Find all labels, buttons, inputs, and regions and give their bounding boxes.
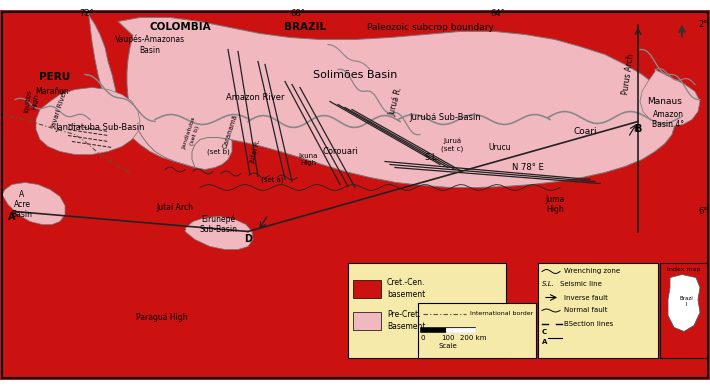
Text: Jandiatuba
(set b): Jandiatuba (set b) <box>182 117 202 152</box>
Text: Ixuna
High: Ixuna High <box>298 153 317 166</box>
Text: 64°: 64° <box>491 9 506 18</box>
Polygon shape <box>85 9 232 170</box>
Text: 68°: 68° <box>290 9 305 18</box>
Text: 0: 0 <box>421 335 425 340</box>
Bar <box>538 263 658 357</box>
Text: Juruá
(set c): Juruá (set c) <box>441 137 463 151</box>
Text: Pre-Cret.
Basement: Pre-Cret. Basement <box>387 310 425 331</box>
Text: Coari: Coari <box>573 127 597 136</box>
Text: Amazon River: Amazon River <box>226 93 284 102</box>
Polygon shape <box>668 275 700 331</box>
Bar <box>660 263 708 357</box>
Text: S.L.: S.L. <box>425 153 439 162</box>
Text: Solimões Basin: Solimões Basin <box>313 70 397 79</box>
Text: A
Acre
Basin: A Acre Basin <box>11 189 33 219</box>
Bar <box>353 280 381 298</box>
Text: A: A <box>9 212 16 223</box>
Text: Iquitos
High: Iquitos High <box>24 89 40 114</box>
Text: 72°: 72° <box>80 9 94 18</box>
Text: Cret.-Cen.
basement: Cret.-Cen. basement <box>387 279 425 298</box>
Text: Marañon: Marañon <box>35 87 69 96</box>
Text: A: A <box>542 340 547 345</box>
Text: 100: 100 <box>441 335 454 340</box>
Text: Urucu: Urucu <box>488 143 511 152</box>
Text: Normal fault: Normal fault <box>564 307 608 314</box>
Text: Scale: Scale <box>439 342 457 349</box>
Polygon shape <box>36 88 140 154</box>
Polygon shape <box>2 182 65 224</box>
Text: Purus Arch: Purus Arch <box>621 53 635 96</box>
Text: 6°: 6° <box>698 207 708 216</box>
Text: N 78° E: N 78° E <box>512 163 544 172</box>
Text: Index map: Index map <box>667 267 701 272</box>
Text: Jurubá Sub-Basin: Jurubá Sub-Basin <box>409 113 481 122</box>
Text: Vaupés-Amazonas
Basin: Vaupés-Amazonas Basin <box>115 34 185 55</box>
Text: Seismic line: Seismic line <box>560 282 602 287</box>
Text: Javari River: Javari River <box>51 90 69 129</box>
Text: (set b): (set b) <box>207 148 229 155</box>
Text: Paleozoic subcrop boundary: Paleozoic subcrop boundary <box>366 23 493 32</box>
Text: S.L.: S.L. <box>542 282 555 287</box>
Polygon shape <box>118 18 675 187</box>
Text: Eirunepé
Sub-Basin: Eirunepé Sub-Basin <box>199 215 237 235</box>
Text: 200 km: 200 km <box>460 335 486 340</box>
Text: (set a): (set a) <box>261 176 283 183</box>
Text: 2°: 2° <box>699 20 708 29</box>
Text: Jutaí Arch: Jutaí Arch <box>156 203 194 212</box>
Text: BSection lines: BSection lines <box>564 321 613 326</box>
Text: Paraguá High: Paraguá High <box>136 313 188 322</box>
Polygon shape <box>640 70 700 126</box>
Text: International border: International border <box>470 311 533 316</box>
Bar <box>353 312 381 329</box>
Text: Amazon
Basin 4°: Amazon Basin 4° <box>652 110 684 129</box>
Bar <box>418 303 536 357</box>
Text: Brazi
l: Brazi l <box>679 296 693 307</box>
Text: Juma
High: Juma High <box>545 195 564 214</box>
Text: Jutaí R.: Jutaí R. <box>248 139 261 164</box>
Text: B: B <box>634 124 642 135</box>
Text: PERU: PERU <box>39 72 70 82</box>
Text: BRAZIL: BRAZIL <box>284 23 326 33</box>
Text: Corouari: Corouari <box>322 147 358 156</box>
Text: Wrenching zone: Wrenching zone <box>564 268 620 275</box>
Bar <box>348 263 506 357</box>
Text: Inverse fault: Inverse fault <box>564 294 608 300</box>
Text: C: C <box>542 329 547 335</box>
Text: Manaus: Manaus <box>648 97 682 106</box>
Polygon shape <box>185 217 253 249</box>
Text: Juruá R.: Juruá R. <box>388 86 404 117</box>
Text: COLOMBIA: COLOMBIA <box>149 23 211 33</box>
Text: D: D <box>244 235 252 245</box>
Text: Jandiatuba Sub-Basin: Jandiatuba Sub-Basin <box>55 123 145 132</box>
Text: Caranamã: Caranamã <box>222 114 239 149</box>
